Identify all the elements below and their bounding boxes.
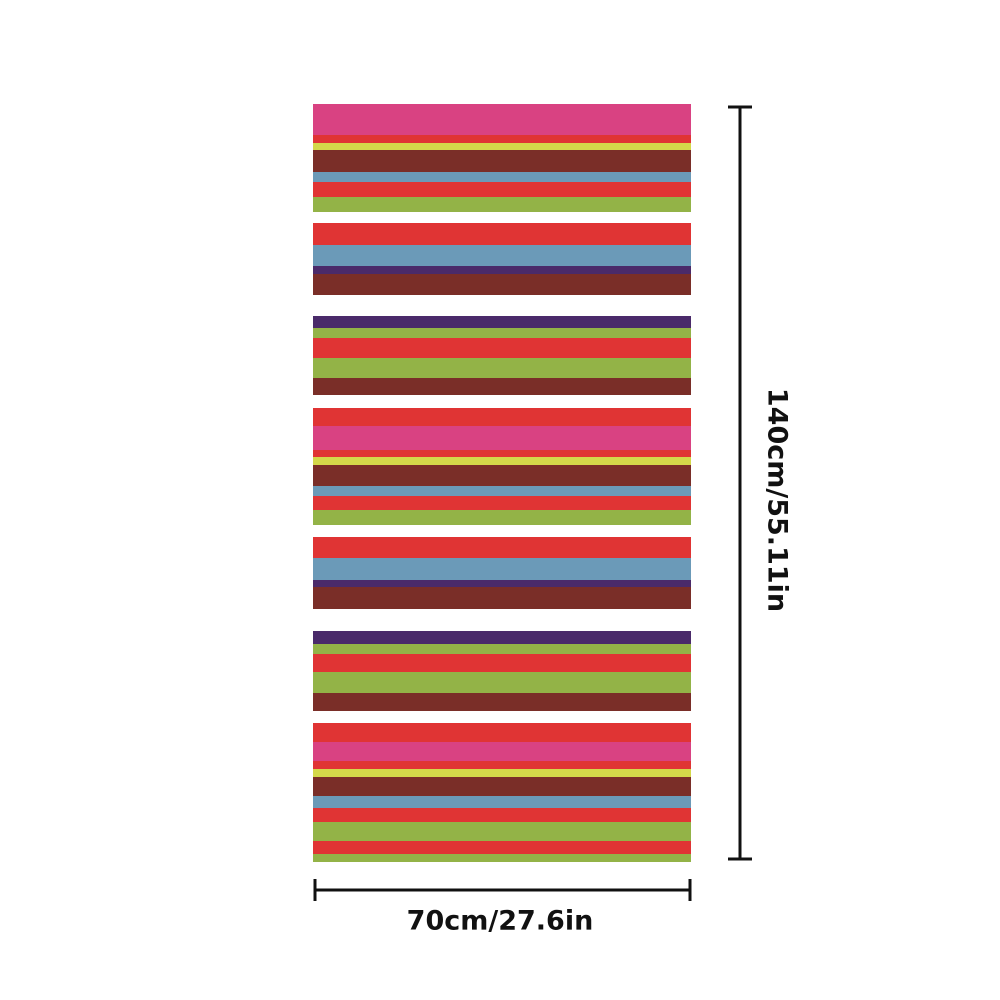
stripe <box>313 672 691 693</box>
stripe <box>313 693 691 711</box>
stripe <box>313 408 691 426</box>
stripe <box>313 777 691 796</box>
stripe <box>313 465 691 486</box>
width-label: 70cm/27.6in <box>407 906 594 937</box>
stripe <box>313 580 691 587</box>
height-label: 140cm/55.11in <box>762 388 793 612</box>
stripe <box>313 266 691 274</box>
stripe <box>313 457 691 465</box>
stripe <box>313 537 691 558</box>
stripe <box>313 150 691 172</box>
stripe <box>313 143 691 150</box>
striped-panel <box>313 104 691 862</box>
stripe <box>313 761 691 769</box>
stripe <box>313 742 691 761</box>
stripe <box>313 723 691 742</box>
stripe <box>313 558 691 580</box>
stripe <box>313 486 691 496</box>
stripe <box>313 378 691 395</box>
stripe <box>313 796 691 808</box>
stripe <box>313 316 691 328</box>
stripe <box>313 197 691 212</box>
stripe <box>313 654 691 672</box>
stripe <box>313 496 691 510</box>
width-dimension: 70cm/27.6in <box>313 879 692 937</box>
stripe <box>313 644 691 654</box>
stripe <box>313 510 691 525</box>
stripe <box>313 338 691 358</box>
stripe <box>313 328 691 338</box>
stripe <box>313 769 691 777</box>
stripe <box>313 808 691 822</box>
stripe <box>313 631 691 644</box>
stripe <box>313 274 691 295</box>
stripe <box>313 182 691 197</box>
stripe <box>313 450 691 457</box>
stripe <box>313 223 691 245</box>
stripe <box>313 426 691 450</box>
height-dimension: 140cm/55.11in <box>728 105 793 861</box>
stripe <box>313 172 691 182</box>
stripe <box>313 822 691 841</box>
stripe <box>313 358 691 378</box>
stripe <box>313 135 691 143</box>
stripe <box>313 854 691 862</box>
stripe <box>313 587 691 609</box>
stripe <box>313 841 691 854</box>
stripe <box>313 104 691 135</box>
stripe <box>313 245 691 266</box>
